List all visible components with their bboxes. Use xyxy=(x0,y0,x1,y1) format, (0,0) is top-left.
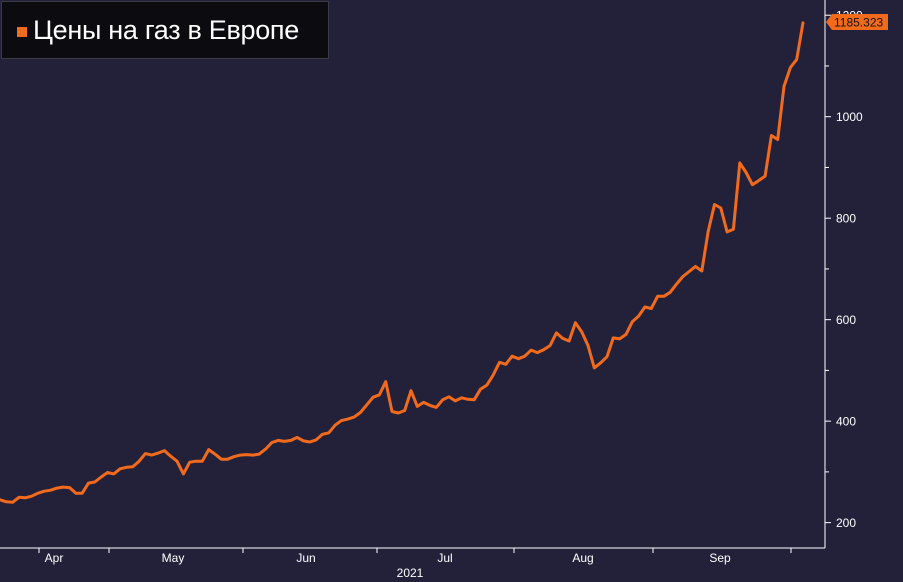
y-tick-label: 200 xyxy=(836,516,856,530)
x-tick-label: Apr xyxy=(45,551,64,565)
x-axis-labels: Apr May Jun Jul Aug Sep xyxy=(45,551,731,565)
y-tick-label: 800 xyxy=(836,212,856,226)
x-tick-label: Jul xyxy=(437,551,452,565)
x-tick-label: Jun xyxy=(296,551,315,565)
year-label: 2021 xyxy=(397,566,424,580)
series-line xyxy=(0,21,805,504)
last-value-tag-shape xyxy=(826,14,888,30)
last-value-label: 1185.323 xyxy=(834,16,883,30)
y-tick-label: 600 xyxy=(836,313,856,327)
legend: Цены на газ в Европе xyxy=(1,1,329,59)
x-tick-label: May xyxy=(162,551,185,565)
y-tick-label: 400 xyxy=(836,415,856,429)
y-tick-label: 1000 xyxy=(836,110,863,124)
legend-label: Цены на газ в Европе xyxy=(33,15,299,45)
legend-swatch xyxy=(17,27,27,37)
last-value-tag: 1185.323 xyxy=(826,14,888,30)
x-tick-label: Aug xyxy=(572,551,593,565)
x-axis-ticks xyxy=(38,548,792,553)
x-tick-label: Sep xyxy=(709,551,731,565)
